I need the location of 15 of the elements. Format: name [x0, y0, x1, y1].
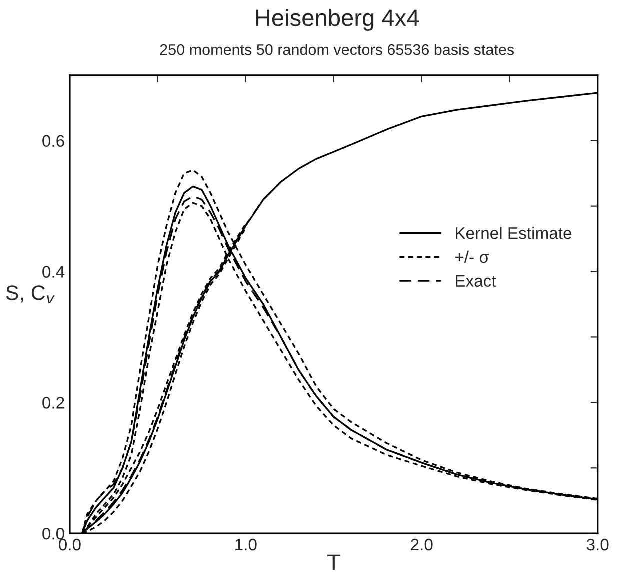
y-axis-title: S, C$_{v}$ [6, 286, 55, 304]
x-tick-label: 0.0 [59, 538, 81, 551]
y-tick-label: 0.0 [42, 528, 64, 540]
y-tick-label: 0.6 [42, 135, 64, 148]
x-tick-label: 3.0 [586, 538, 609, 551]
chart-title: Heisenberg 4x4 [256, 8, 420, 31]
legend-label: Exact [456, 275, 496, 288]
y-tick-label: 0.2 [42, 397, 64, 409]
x-tick-label: 2.0 [411, 538, 433, 551]
chart-subtitle: 250 moments 50 random vectors 65536 basis states [160, 44, 514, 56]
legend-label: +/- σ [455, 250, 490, 264]
legend-label: Kernel Estimate [456, 227, 572, 240]
x-axis-title: T [328, 554, 340, 570]
y-tick-label: 0.4 [42, 266, 65, 278]
x-tick-label: 1.0 [236, 538, 257, 551]
